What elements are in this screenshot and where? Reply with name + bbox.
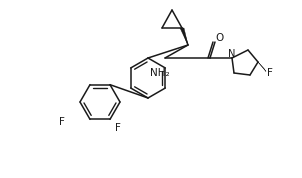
- Text: N: N: [228, 49, 236, 59]
- Polygon shape: [180, 28, 188, 45]
- Text: O: O: [215, 33, 223, 43]
- Text: NH₂: NH₂: [150, 68, 170, 78]
- Text: F: F: [59, 117, 65, 127]
- Polygon shape: [258, 62, 266, 72]
- Text: F: F: [267, 68, 273, 78]
- Text: F: F: [115, 123, 121, 133]
